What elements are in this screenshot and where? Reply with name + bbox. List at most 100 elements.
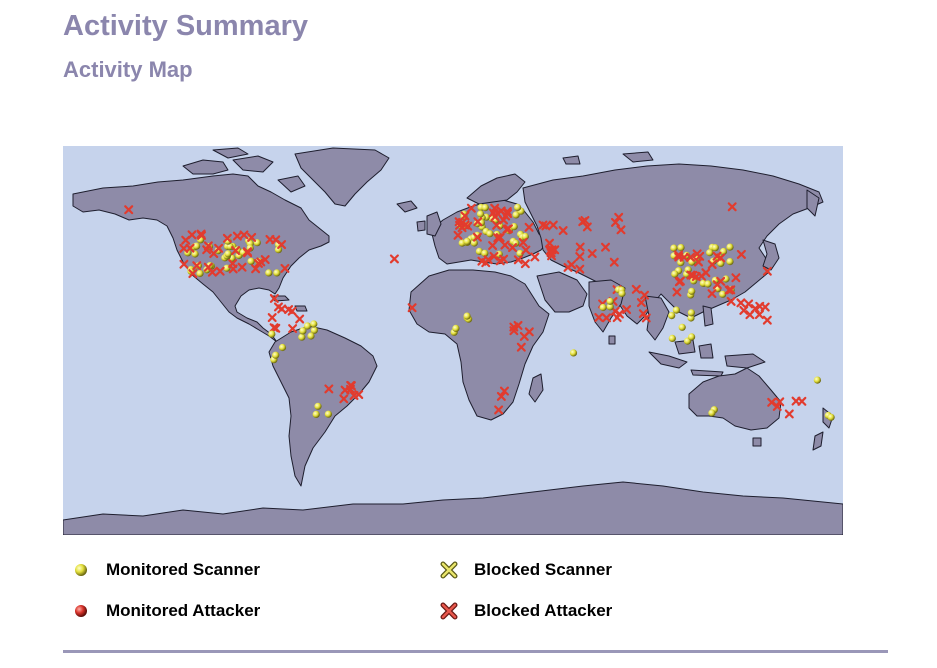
blocked-attacker-marker — [674, 250, 684, 260]
blocked-attacker-marker — [601, 242, 611, 252]
monitored-scanner-marker — [726, 258, 734, 266]
blocked-attacker-marker — [324, 384, 334, 394]
blocked-attacker-marker — [203, 262, 213, 272]
monitored-scanner-marker — [324, 410, 332, 418]
blocked-attacker-marker — [473, 217, 483, 227]
blocked-attacker-marker — [477, 256, 487, 266]
monitored-scanner-marker — [688, 287, 696, 295]
blocked-attacker-marker — [575, 252, 585, 262]
scandinavia — [466, 173, 526, 205]
blocked-attacker-marker — [287, 306, 297, 316]
blocked-attacker-marker — [492, 220, 502, 230]
blocked-attacker-marker — [736, 298, 746, 308]
legend-label: Blocked Scanner — [474, 560, 612, 579]
blocked-attacker-marker — [269, 293, 279, 303]
legend-label: Monitored Scanner — [106, 560, 260, 579]
monitored-scanner-marker — [606, 297, 614, 305]
blocked-attacker-marker — [762, 266, 772, 276]
blocked-attacker-marker — [466, 203, 476, 213]
monitored-scanner-marker — [273, 269, 281, 277]
blocked-attacker-marker — [265, 234, 275, 244]
blocked-attacker-marker — [516, 342, 526, 352]
blocked-attacker-marker — [712, 280, 722, 290]
blocked-attacker-marker — [791, 396, 801, 406]
blocked-attacker-marker — [509, 322, 519, 332]
activity-markers — [124, 202, 835, 421]
blocked-attacker-marker — [499, 215, 509, 225]
yellow-sphere-icon — [75, 564, 87, 576]
blocked-attacker-marker — [271, 323, 281, 333]
blocked-attacker-marker — [492, 208, 502, 218]
legend-monitored-attacker: Monitored Attacker — [70, 599, 260, 623]
blocked-attacker-marker — [501, 211, 511, 221]
blocked-attacker-marker — [488, 241, 498, 251]
blocked-attacker-marker — [739, 305, 749, 315]
monitored-scanner-marker — [569, 349, 578, 357]
blocked-attacker-marker — [744, 299, 754, 309]
blocked-attacker-marker — [251, 264, 261, 274]
blocked-attacker-marker — [346, 381, 356, 391]
blocked-attacker-marker — [674, 277, 684, 287]
legend-blocked-attacker: Blocked Attacker — [438, 599, 612, 623]
blocked-attacker-marker — [124, 205, 134, 215]
monitored-scanner-marker — [470, 239, 478, 247]
monitored-scanner-marker — [726, 243, 734, 251]
blocked-attacker-marker — [215, 266, 225, 276]
blocked-attacker-marker — [674, 252, 684, 262]
monitored-scanner-marker — [606, 303, 614, 311]
monitored-scanner-marker — [247, 257, 255, 265]
monitored-scanner-marker — [719, 290, 727, 298]
monitored-scanner-marker — [194, 262, 202, 270]
monitored-scanner-marker — [193, 242, 201, 250]
monitored-scanner-marker — [310, 326, 318, 334]
monitored-scanner-marker — [516, 249, 524, 257]
blocked-attacker-marker — [232, 231, 242, 241]
red-x-icon — [440, 602, 458, 620]
page-title: Activity Summary — [63, 10, 308, 42]
blocked-attacker-marker — [521, 245, 531, 255]
blocked-attacker-marker — [524, 222, 534, 232]
monitored-scanner-marker — [599, 303, 607, 312]
blocked-attacker-marker — [495, 256, 505, 266]
blocked-attacker-marker — [260, 255, 270, 265]
blocked-attacker-marker — [354, 390, 364, 400]
monitored-scanner-marker — [677, 244, 685, 252]
blocked-attacker-marker — [495, 233, 505, 243]
blocked-attacker-marker — [228, 259, 238, 269]
blocked-attacker-marker — [222, 233, 232, 243]
blocked-attacker-marker — [500, 240, 510, 250]
monitored-scanner-marker — [512, 211, 520, 219]
blocked-attacker-marker — [508, 243, 518, 253]
blocked-attacker-marker — [520, 259, 530, 269]
blocked-attacker-marker — [736, 249, 746, 259]
blocked-attacker-marker — [587, 249, 597, 259]
blocked-attacker-marker — [731, 273, 741, 283]
monitored-scanner-marker — [717, 259, 725, 267]
blocked-attacker-marker — [541, 221, 551, 231]
blocked-attacker-marker — [575, 264, 585, 274]
monitored-scanner-marker — [719, 247, 728, 256]
yellow-x-icon — [440, 561, 458, 579]
monitored-scanner-marker — [310, 320, 318, 328]
monitored-scanner-marker — [268, 330, 276, 338]
blocked-attacker-marker — [622, 305, 632, 315]
monitored-scanner-marker — [704, 280, 712, 288]
red-sphere-icon — [75, 605, 87, 617]
monitored-scanner-marker — [298, 333, 306, 341]
blocked-attacker-marker — [582, 222, 592, 232]
legend-monitored-scanner: Monitored Scanner — [70, 558, 260, 582]
monitored-scanner-marker — [813, 376, 822, 384]
blocked-attacker-marker — [594, 312, 604, 322]
monitored-scanner-marker — [672, 306, 681, 314]
blocked-attacker-marker — [784, 409, 794, 419]
blocked-attacker-marker — [762, 315, 772, 325]
monitored-scanner-marker — [668, 312, 676, 320]
japan — [762, 239, 780, 271]
blocked-attacker-marker — [686, 270, 696, 280]
blocked-attacker-marker — [472, 232, 482, 242]
blocked-attacker-marker — [636, 298, 646, 308]
monitored-scanner-marker — [272, 351, 280, 359]
monitored-scanner-marker — [481, 249, 489, 257]
blocked-attacker-marker — [767, 397, 777, 407]
blocked-attacker-marker — [389, 254, 399, 264]
